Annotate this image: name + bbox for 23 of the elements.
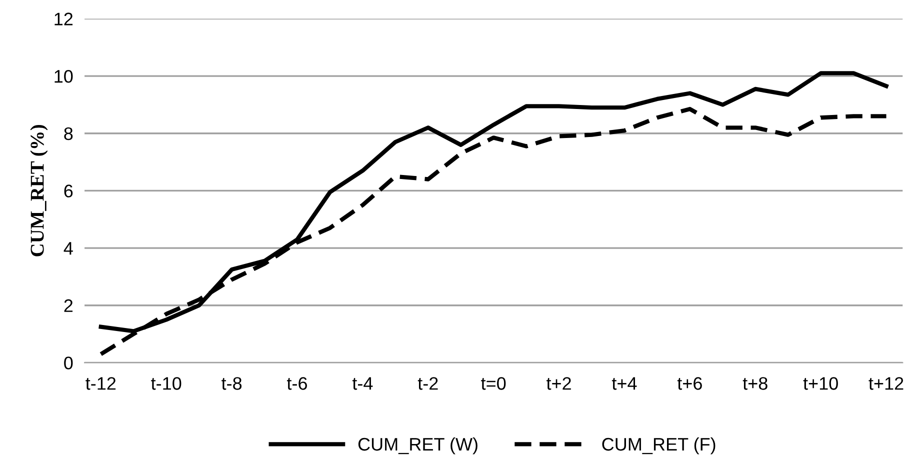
x-tick-label: t+2 (546, 377, 571, 390)
x-tick-label: t+12 (868, 377, 904, 390)
y-tick-label: 8 (64, 127, 73, 140)
legend-label: CUM_RET (F) (602, 437, 716, 454)
y-tick-label: 4 (64, 242, 73, 255)
x-tick-label: t-10 (151, 377, 182, 390)
x-tick-label: t+8 (742, 377, 768, 390)
y-tick-label: 0 (64, 356, 73, 370)
legend-label: CUM_RET (W) (358, 437, 478, 454)
y-tick-label: 12 (54, 12, 73, 26)
x-tick-label: t-2 (418, 377, 438, 390)
x-tick-label: t+10 (803, 377, 838, 390)
x-tick-label: t-4 (352, 377, 373, 390)
y-axis-title: CUM_RET (%) (30, 125, 48, 256)
x-tick-label: t+4 (612, 377, 637, 390)
x-tick-label: t-8 (222, 377, 242, 390)
y-tick-label: 10 (54, 70, 73, 83)
x-tick-label: t+6 (677, 377, 702, 390)
x-tick-label: t-6 (286, 377, 307, 390)
x-tick-label: t-12 (86, 377, 116, 390)
y-tick-label: 2 (64, 299, 73, 312)
y-tick-label: 6 (64, 184, 73, 198)
x-tick-label: t=0 (481, 377, 506, 390)
